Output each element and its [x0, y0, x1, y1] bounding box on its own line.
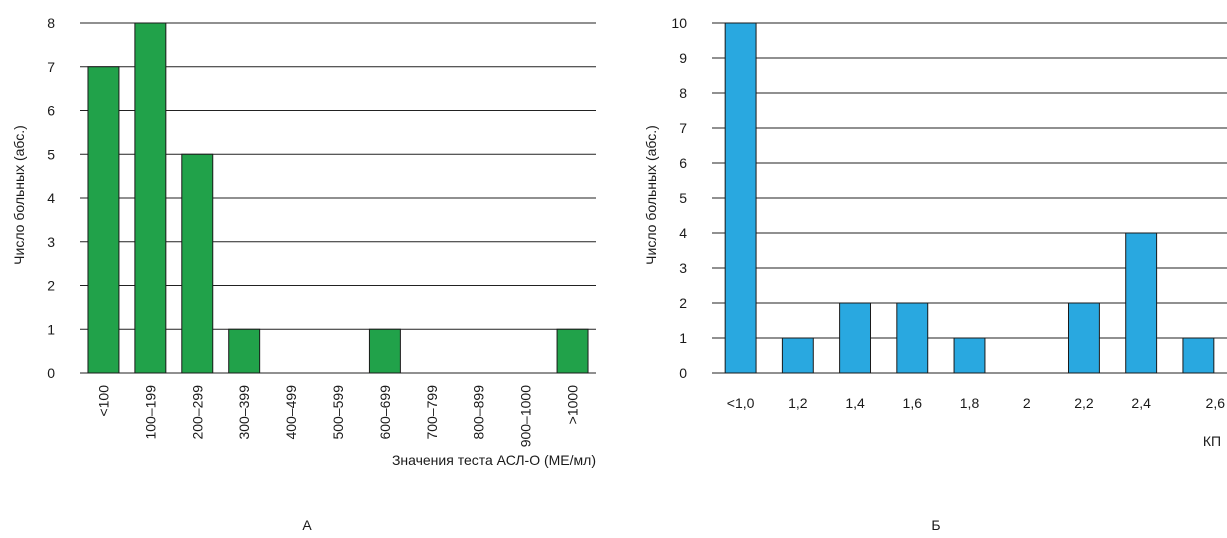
chart-a-x-axis-title: Значения теста АСЛ-О (МЕ/мл)	[392, 452, 596, 468]
chart-b-bar	[953, 337, 986, 374]
chart-b-y-tick-label: 8	[679, 85, 687, 101]
chart-a-x-tick-label: 400–499	[283, 385, 299, 440]
chart-b-y-tick-label: 0	[679, 365, 687, 381]
chart-b-x-tick-label: 2,4	[1131, 395, 1151, 411]
chart-b-y-tick-label: 10	[671, 15, 687, 31]
chart-a-y-tick-label: 4	[47, 190, 55, 206]
chart-a-y-ticks: 0 1 2 3 4 5 6 7 8	[47, 15, 55, 381]
chart-b-y-tick-label: 5	[679, 190, 687, 206]
chart-b-x-tick-label: 2,6	[1206, 395, 1226, 411]
chart-a-bar	[134, 22, 167, 374]
chart-b-x-tick-label: <1,0	[727, 395, 755, 411]
chart-a-x-ticks: <100 100–199 200–299 300–399 400–499 500–599 6…	[95, 385, 580, 448]
chart-b-bar	[1125, 232, 1158, 374]
chart-a-x-tick-label: 700–799	[424, 385, 440, 440]
chart-a-y-tick-label: 5	[47, 146, 55, 162]
chart-b-x-tick-label: 1,4	[845, 395, 865, 411]
chart-b-x-axis-title: КП	[1203, 433, 1221, 449]
chart-a-bar	[368, 328, 401, 374]
chart-b-bar	[839, 302, 872, 374]
chart-a-x-tick-label: 200–299	[189, 385, 205, 440]
chart-a-y-tick-label: 1	[47, 321, 55, 337]
chart-b-bar	[1182, 337, 1215, 374]
chart-a: 0 1 2 3 4 5 6 7 8 <100 100–199 200–299 300–399 400–4…	[11, 15, 596, 533]
chart-a-bar	[556, 328, 589, 374]
chart-a-y-tick-label: 8	[47, 15, 55, 31]
chart-a-bar	[181, 153, 214, 374]
chart-a-x-tick-label: 500–599	[330, 385, 346, 440]
chart-a-x-tick-label: 100–199	[142, 385, 158, 440]
chart-b-y-tick-label: 1	[679, 330, 687, 346]
chart-b-y-tick-label: 3	[679, 260, 687, 276]
chart-a-x-tick-label: >1000	[565, 385, 581, 425]
chart-b-bars	[724, 22, 1215, 374]
chart-b-y-tick-label: 9	[679, 50, 687, 66]
chart-a-x-tick-label: 800–899	[471, 385, 487, 440]
chart-b-bar	[781, 337, 814, 374]
chart-a-y-tick-label: 6	[47, 103, 55, 119]
chart-b-x-tick-label: 1,6	[903, 395, 923, 411]
chart-a-x-tick-label: <100	[95, 385, 111, 417]
chart-a-y-tick-label: 7	[47, 59, 55, 75]
chart-a-y-tick-label: 2	[47, 278, 55, 294]
chart-a-panel-label: А	[302, 517, 312, 533]
chart-b-y-ticks: 0 1 2 3 4 5 6 7 8 9 10	[671, 15, 687, 381]
chart-a-bar	[228, 328, 261, 374]
chart-a-y-axis-title: Число больных (абс.)	[11, 125, 27, 265]
chart-b-x-tick-label: 2,2	[1074, 395, 1094, 411]
chart-b-bar	[896, 302, 929, 374]
chart-b-y-tick-label: 7	[679, 120, 687, 136]
chart-b-x-tick-label: 2	[1023, 395, 1031, 411]
chart-b-y-tick-label: 4	[679, 225, 687, 241]
chart-b-y-axis-title: Число больных (абс.)	[643, 125, 659, 265]
chart-b-y-tick-label: 2	[679, 295, 687, 311]
chart-b-bar	[724, 22, 757, 374]
chart-b-y-tick-label: 6	[679, 155, 687, 171]
chart-b-x-ticks: <1,0 1,2 1,4 1,6 1,8 2 2,2 2,4 2,6	[727, 395, 1225, 411]
chart-a-x-tick-label: 900–1000	[518, 385, 534, 448]
chart-b-x-tick-label: 1,8	[960, 395, 980, 411]
chart-b-bar	[1067, 302, 1100, 374]
chart-b-x-tick-label: 1,2	[788, 395, 808, 411]
chart-a-y-tick-label: 3	[47, 234, 55, 250]
chart-b-panel-label: Б	[931, 517, 940, 533]
chart-a-bar	[87, 66, 120, 374]
chart-a-y-tick-label: 0	[47, 365, 55, 381]
chart-a-x-tick-label: 300–399	[236, 385, 252, 440]
chart-a-x-tick-label: 600–699	[377, 385, 393, 440]
chart-a-bars	[87, 22, 589, 374]
